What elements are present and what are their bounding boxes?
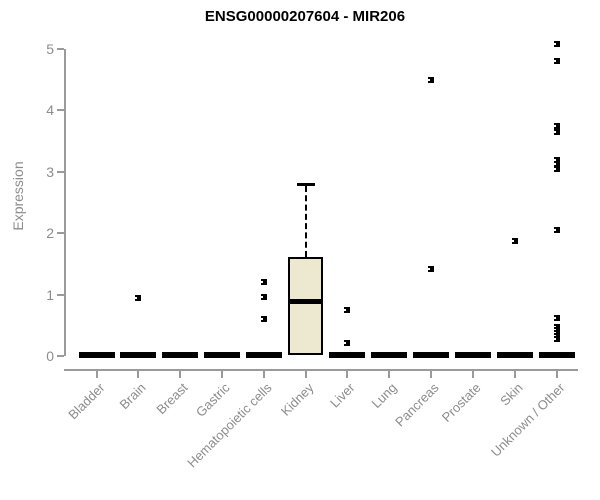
x-tick-mark [430,371,433,378]
y-tick-mark [57,109,64,112]
x-tick-mark [471,371,474,378]
median-bar [120,352,157,358]
upper-whisker [304,186,307,258]
y-tick-mark [57,232,64,235]
median-bar [371,352,408,358]
outlier-point [553,326,560,333]
y-tick-label: 1 [46,286,54,303]
outlier-point [344,340,351,347]
outlier-point [553,128,560,135]
median-bar [454,352,491,358]
outlier-point [135,295,142,302]
outlier-point [553,166,560,173]
x-tick-mark [95,371,98,378]
median-bar [496,352,533,358]
outlier-point [553,41,560,48]
outlier-point [260,316,267,323]
median-bar [78,352,115,358]
outlier-point [553,323,560,330]
outlier-point [553,332,560,339]
outlier-point [553,57,560,64]
outlier-point [428,265,435,272]
outlier-point [344,306,351,313]
y-axis-line [64,49,66,356]
outlier-point [260,294,267,301]
y-tick-label: 2 [46,225,54,242]
outlier-point [511,237,518,244]
median-bar [329,352,366,358]
outlier-point [553,123,560,130]
y-tick-mark [57,293,64,296]
x-tick-mark [137,371,140,378]
chart-title: ENSG00000207604 - MIR206 [204,8,406,25]
outlier-point [553,335,560,342]
outlier-point [553,156,560,163]
x-tick-mark [304,371,307,378]
y-tick-label: 0 [46,348,54,364]
median-line [288,299,324,305]
outlier-point [553,161,560,168]
x-tick-mark [179,371,182,378]
x-axis-line [64,369,578,371]
x-tick-mark [513,371,516,378]
outlier-point [553,227,560,234]
box-iqr [288,257,324,355]
x-tick-mark [220,371,223,378]
y-tick-label: 4 [46,102,54,119]
x-tick-mark [262,371,265,378]
median-bar [203,352,240,358]
x-tick-mark [555,371,558,378]
y-tick-mark [57,48,64,50]
y-tick-mark [57,355,64,357]
median-bar [245,352,282,358]
x-tick-mark [388,371,391,378]
outlier-point [428,76,435,83]
median-bar [538,352,575,358]
outlier-point [553,329,560,336]
outlier-point [260,278,267,285]
outlier-point [553,314,560,321]
y-tick-label: 5 [46,41,54,57]
median-bar [162,352,199,358]
x-tick-mark [346,371,349,378]
y-axis-label: Expression [10,161,26,231]
median-bar [413,352,450,358]
y-tick-mark [57,170,64,173]
y-tick-label: 3 [46,163,54,180]
whisker-cap [296,183,315,187]
